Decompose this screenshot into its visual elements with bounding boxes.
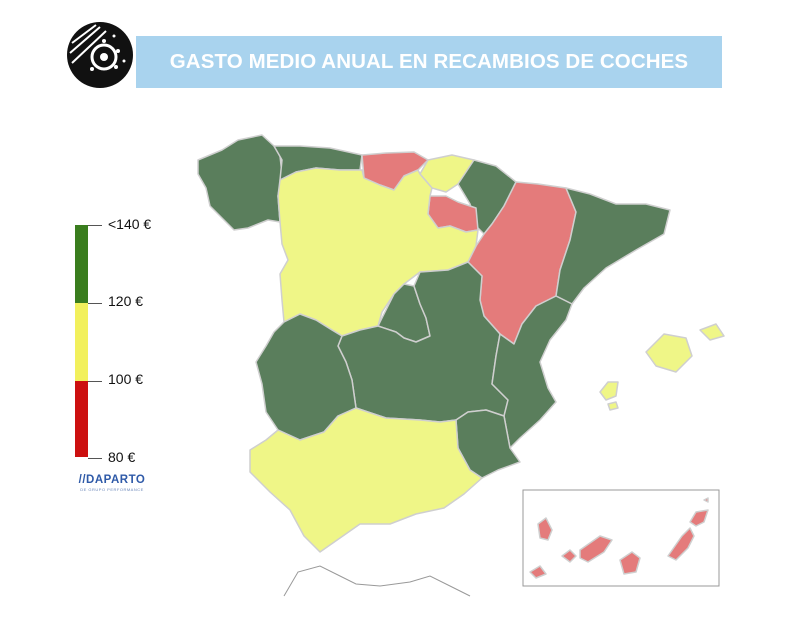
legend-tick	[88, 381, 102, 382]
island-gran-canaria	[619, 551, 641, 575]
color-legend: <140 € 120 € 100 € 80 €	[60, 215, 180, 475]
canary-islands-inset	[522, 489, 720, 587]
legend-swatch-high	[75, 225, 88, 303]
island-alegranza	[703, 497, 709, 503]
brand-name: //DAPARTO	[78, 474, 146, 486]
region-galicia: Galicia	[197, 134, 283, 231]
african-coastline	[283, 565, 471, 597]
legend-tick	[88, 458, 102, 459]
island-formentera	[607, 401, 619, 411]
island-tenerife	[579, 535, 613, 563]
region-cataluna: Cataluña	[555, 187, 671, 305]
brand-tagline: DE GRUPO PERFORMANCE	[80, 487, 144, 492]
legend-label-100: 100 €	[108, 371, 144, 387]
brake-disc-logo-icon	[67, 22, 133, 88]
legend-tick	[88, 225, 102, 226]
legend-swatch-mid	[75, 303, 88, 381]
daparto-logo: //DAPARTO DE GRUPO PERFORMANCE	[72, 474, 152, 496]
legend-label-120: 120 €	[108, 293, 144, 309]
region-comunidad-valenciana: Comunidad Valenciana	[491, 295, 573, 449]
region-islas-baleares: Islas Baleares	[599, 323, 725, 411]
island-la-gomera	[561, 549, 577, 563]
region-andalucia: Andalucía	[249, 407, 483, 553]
legend-label-140: <140 €	[108, 216, 152, 232]
island-la-palma	[537, 517, 553, 541]
island-lanzarote	[689, 509, 709, 527]
island-fuerteventura	[667, 527, 695, 561]
map-title: GASTO MEDIO ANUAL EN RECAMBIOS DE COCHES	[169, 50, 689, 73]
legend-swatch-low	[75, 381, 88, 457]
island-ibiza	[599, 381, 619, 401]
region-islas-canarias: Islas Canarias	[529, 497, 709, 579]
island-mallorca	[645, 333, 693, 373]
legend-label-80: 80 €	[108, 449, 136, 465]
legend-tick	[88, 303, 102, 304]
island-menorca	[699, 323, 725, 341]
title-banner: GASTO MEDIO ANUAL EN RECAMBIOS DE COCHES	[136, 36, 722, 88]
island-el-hierro	[529, 565, 547, 579]
